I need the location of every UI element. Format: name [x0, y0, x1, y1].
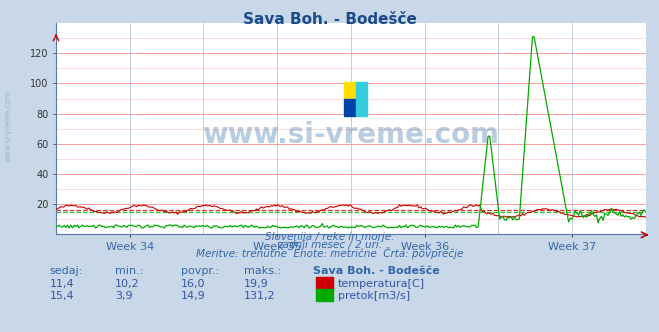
FancyBboxPatch shape: [344, 99, 356, 116]
Bar: [316, 289, 333, 301]
Text: 11,4: 11,4: [49, 279, 74, 289]
Text: maks.:: maks.:: [244, 266, 281, 276]
Text: sedaj:: sedaj:: [49, 266, 83, 276]
Text: temperatura[C]: temperatura[C]: [338, 279, 425, 289]
Text: 16,0: 16,0: [181, 279, 206, 289]
Text: www.si-vreme.com: www.si-vreme.com: [202, 121, 500, 149]
Text: povpr.:: povpr.:: [181, 266, 219, 276]
Text: 15,4: 15,4: [49, 291, 74, 301]
Text: 14,9: 14,9: [181, 291, 206, 301]
Text: zadnji mesec / 2 uri.: zadnji mesec / 2 uri.: [277, 240, 382, 250]
Text: 131,2: 131,2: [244, 291, 275, 301]
Text: Sava Boh. - Bodešče: Sava Boh. - Bodešče: [243, 12, 416, 27]
Text: www.si-vreme.com: www.si-vreme.com: [3, 90, 13, 162]
Text: 19,9: 19,9: [244, 279, 269, 289]
Text: Slovenija / reke in morje.: Slovenija / reke in morje.: [265, 232, 394, 242]
Bar: [316, 277, 333, 290]
Text: pretok[m3/s]: pretok[m3/s]: [338, 291, 410, 301]
FancyBboxPatch shape: [356, 82, 368, 99]
Text: 3,9: 3,9: [115, 291, 133, 301]
Text: Meritve: trenutne  Enote: metrične  Črta: povprečje: Meritve: trenutne Enote: metrične Črta: …: [196, 247, 463, 259]
Text: 10,2: 10,2: [115, 279, 140, 289]
Text: Sava Boh. - Bodešče: Sava Boh. - Bodešče: [313, 266, 440, 276]
FancyBboxPatch shape: [356, 99, 368, 116]
Text: min.:: min.:: [115, 266, 144, 276]
FancyBboxPatch shape: [344, 82, 356, 99]
